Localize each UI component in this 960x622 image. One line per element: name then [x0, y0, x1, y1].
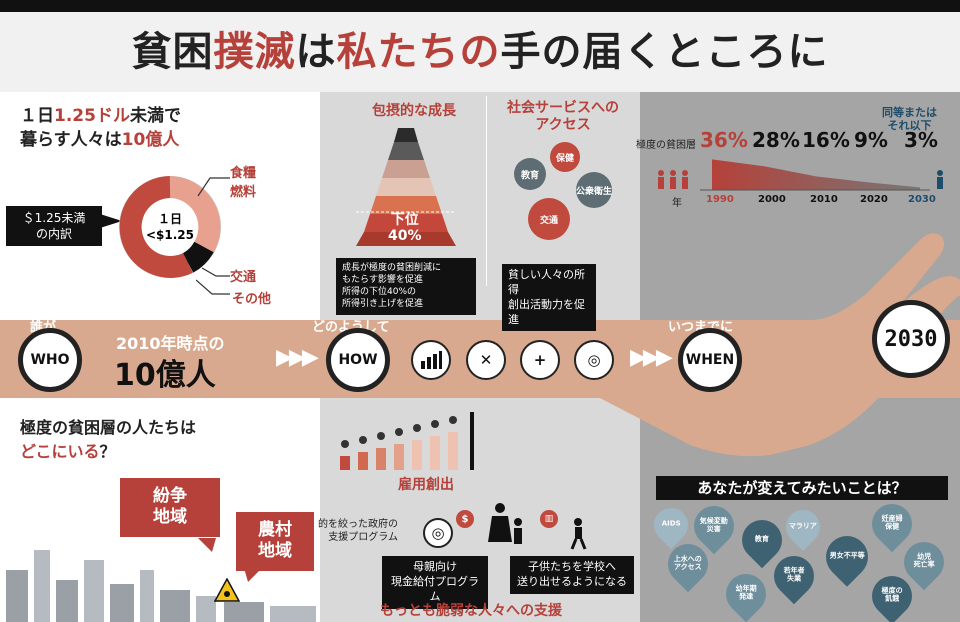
where-line-emphasis: どこにいる	[20, 442, 100, 461]
bottom-40-text: 下位	[390, 212, 419, 228]
percent-label: 3%	[904, 128, 938, 152]
person-icon	[937, 170, 943, 189]
social-services-note: 貧しい人々の所得 創出活動力を促進	[502, 264, 596, 332]
breakdown-label: ＄1.25未満 の内訳	[6, 206, 102, 247]
title-part-emphasis: 撲滅	[213, 29, 296, 75]
pin-label: 教育	[755, 535, 769, 544]
heading-count: 10億人	[121, 130, 180, 150]
when-circle: WHEN	[678, 328, 742, 392]
inclusive-growth-title: 包摂的な成長	[372, 103, 456, 119]
where-heading: 極度の貧困層の人たちは どこにいる？	[20, 416, 196, 464]
pin-label: マラリア	[789, 522, 817, 531]
how-circle: HOW	[326, 328, 390, 392]
bottom-40-label: 下位 40%	[388, 212, 422, 244]
heading-text: 未満で	[129, 106, 181, 126]
left-heading: １日1.25ドル未満で 暮らす人々は10億人	[20, 104, 181, 152]
pin-label: AIDS	[661, 520, 681, 529]
legend-food: 食糧	[230, 166, 257, 181]
school-attendance-label: 子供たちを学校へ 送り出せるようになる	[510, 556, 634, 594]
social-services-title: 社会サービスへの アクセス	[507, 100, 619, 133]
pin-label: 妊産婦 保健	[881, 515, 903, 531]
percent-label: 28%	[752, 128, 800, 152]
jobs-growth-graphic	[340, 412, 474, 470]
vulnerable-support-title: もっとも脆弱な人々への支援	[380, 603, 562, 619]
sanitation-service-icon: 公衆衛生	[576, 172, 612, 208]
percent-label: 36%	[700, 128, 748, 152]
who-circle: WHO	[18, 328, 82, 392]
divider	[486, 96, 487, 286]
heading-text: １日	[20, 106, 54, 126]
year-label: 2010年時点の	[116, 334, 225, 353]
population-count: 10億人	[114, 358, 216, 393]
income-pyramid	[356, 128, 456, 246]
arrow-right-icon	[100, 214, 122, 228]
year-tick: 1990	[706, 194, 734, 205]
title-part: 貧困	[131, 29, 214, 75]
tools-icon: ✕	[466, 340, 506, 380]
conflict-zone-bubble: 紛争 地域	[120, 478, 220, 537]
transport-service-icon: 交通	[528, 198, 570, 240]
heading-amount: 1.25ドル	[54, 106, 130, 126]
cash-transfer-label: 母親向け 現金給付プログラム	[382, 556, 488, 609]
year-tick: 2010	[810, 194, 838, 205]
top-bar	[0, 0, 960, 12]
child-walking-icon	[570, 518, 587, 550]
hazard-icon	[214, 578, 240, 602]
inclusive-growth-note: 成長が極度の貧困削減に もたらす影響を促進 所得の下位40%の 所得引き上げを促…	[336, 258, 476, 315]
title-part: 手の届くところに	[500, 29, 829, 75]
what-to-change-question: あなたが変えてみたいことは？	[656, 476, 948, 500]
percent-label: 16%	[802, 128, 850, 152]
title-part: は	[295, 29, 337, 75]
equal-or-below-label: 同等または それ以下	[882, 106, 937, 132]
city-skyline-illustration	[6, 550, 316, 622]
people-group-icon	[658, 170, 688, 189]
where-line: ？	[99, 442, 116, 461]
extreme-poverty-label: 極度の貧困層	[636, 140, 696, 151]
pin-label: 極度の 飢餓	[881, 587, 903, 603]
year-ticks: 1990 2000 2010 2020 2030	[640, 194, 960, 210]
poverty-trend-chart	[700, 159, 930, 191]
year-tick: 2020	[860, 194, 888, 205]
bottom-40-percent: 40%	[388, 228, 422, 244]
year-tick: 2000	[758, 194, 786, 205]
legend-other: その他	[232, 292, 272, 307]
pin-label: 上水への アクセス	[674, 555, 702, 571]
pin-label: 男女不平等	[829, 552, 865, 561]
chevrons-right-icon: ▶▶▶	[630, 345, 673, 370]
targeted-programs-label: 的を絞った政府の 支援プログラム	[318, 519, 398, 543]
donut-center-label: １日 <$1.25	[145, 212, 194, 242]
year-axis-label: 年	[672, 198, 682, 209]
page-title: 貧困撲滅は私たちの手の届くところに	[0, 12, 960, 92]
education-service-icon: 教育	[514, 158, 546, 190]
chevrons-right-icon: ▶▶▶	[276, 345, 319, 370]
rural-area-bubble: 農村 地域	[236, 512, 314, 571]
title-part-emphasis: 私たちの	[336, 29, 501, 75]
year-2030-badge: 2030	[872, 300, 950, 378]
where-line: 極度の貧困層の人たちは	[20, 418, 197, 437]
donut-chart	[119, 176, 221, 278]
pin-label: 若年者 失業	[783, 567, 805, 583]
dollar-icon: $	[456, 510, 474, 528]
heading-text: 暮らす人々は	[20, 130, 122, 150]
health-service-icon: 保健	[550, 142, 580, 172]
pin-label: 幼児 死亡率	[913, 553, 935, 569]
trend-area	[712, 159, 920, 190]
school-icon: ▥	[540, 510, 558, 528]
bubble-tail	[244, 568, 262, 582]
job-creation-title: 雇用創出	[398, 477, 454, 493]
legend-fuel: 燃料	[230, 185, 257, 200]
mother-child-icon	[488, 503, 522, 544]
pin-label: 気候変動 災害	[700, 517, 728, 533]
percent-label: 9%	[854, 128, 888, 152]
year-tick: 2030	[908, 194, 936, 205]
bubble-tail	[198, 538, 216, 552]
target-icon: ◎	[574, 340, 614, 380]
legend-leader-lines	[196, 177, 230, 295]
bar-chart-icon	[411, 340, 451, 380]
legend-transport: 交通	[230, 270, 257, 285]
target-icon: ◎	[423, 518, 453, 548]
graduation-plus-icon: +	[520, 340, 560, 380]
poverty-percentages: 36% 28% 16% 9% 3%	[640, 128, 960, 156]
pin-label: 幼年期 発達	[735, 585, 757, 601]
